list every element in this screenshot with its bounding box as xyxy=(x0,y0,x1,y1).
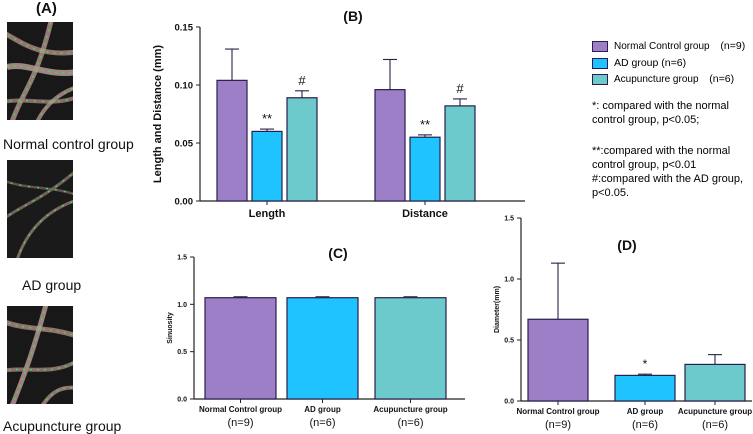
y-tick-label: 0.05 xyxy=(175,138,194,149)
panel-label: (C) xyxy=(328,245,347,261)
legend-swatch-normal xyxy=(592,41,608,52)
y-axis-label: Sinuosity xyxy=(167,312,174,344)
y-tick-label: 1.5 xyxy=(177,254,187,261)
y-tick-label: 0.5 xyxy=(177,349,187,356)
y-tick-label: 0.5 xyxy=(504,337,514,344)
x-tick-label: Normal Control group xyxy=(516,407,599,416)
y-tick-label: 0.0 xyxy=(504,398,514,405)
y-tick-label: 1.5 xyxy=(504,215,514,222)
neuron-trace-image xyxy=(7,306,73,404)
x-tick-n-label: (n=6) xyxy=(702,419,728,431)
legend-swatch-ad xyxy=(592,58,608,69)
bar xyxy=(527,318,589,402)
significance-mark: ** xyxy=(420,117,430,132)
micrograph-acupuncture xyxy=(7,306,73,404)
panel-label: (D) xyxy=(617,237,636,253)
y-axis-label: Diameter(mm) xyxy=(494,286,501,333)
bar xyxy=(216,79,248,202)
y-axis-label: Length and Distance (mm) xyxy=(152,45,164,183)
legend-swatch-acupuncture xyxy=(592,74,608,85)
x-tick-n-label: (n=9) xyxy=(228,417,254,429)
y-tick-label: 1.0 xyxy=(504,276,514,283)
neuron-trace-image xyxy=(7,160,73,258)
x-tick-n-label: (n=9) xyxy=(545,419,571,431)
bar xyxy=(286,97,318,202)
micrograph-normal xyxy=(7,22,73,120)
significance-mark: ** xyxy=(262,111,272,126)
significance-mark: * xyxy=(643,357,648,371)
y-tick-label: 0.00 xyxy=(175,196,194,207)
legend-label: AD group (n=6) xyxy=(614,57,687,69)
x-tick-label: Acupuncture group xyxy=(678,407,752,416)
x-tick-label: AD group xyxy=(627,407,664,416)
significance-note-3: #:compared with the AD group, p<0.05. xyxy=(592,173,744,199)
x-tick-label: Length xyxy=(249,208,286,220)
y-tick-label: 0.0 xyxy=(177,396,187,403)
y-tick-label: 1.0 xyxy=(177,302,187,309)
y-tick-label: 0.10 xyxy=(175,80,194,91)
significance-mark: # xyxy=(298,73,306,88)
micrograph-ad xyxy=(7,160,73,258)
x-tick-n-label: (n=6) xyxy=(398,417,424,429)
x-tick-label: Normal Control group xyxy=(199,405,282,414)
bar xyxy=(374,297,447,400)
caption-ad: AD group xyxy=(22,277,82,293)
bar xyxy=(374,89,406,202)
x-tick-n-label: (n=6) xyxy=(310,417,336,429)
significance-note-2: **:compared with the normal control grou… xyxy=(592,145,731,171)
neuron-trace-image xyxy=(7,22,73,120)
x-tick-label: AD group xyxy=(304,405,341,414)
panel-label: (B) xyxy=(343,8,362,24)
x-tick-label: Acupuncture group xyxy=(373,405,447,414)
y-tick-label: 0.15 xyxy=(175,22,194,33)
legend-n: (n=6) xyxy=(709,73,735,85)
panel-a-label: (A) xyxy=(36,0,57,17)
bar xyxy=(286,297,359,400)
legend-label: Acupuncture group xyxy=(614,74,699,85)
bar xyxy=(251,130,283,202)
caption-normal: Normal control group xyxy=(3,136,134,152)
legend-label: Normal Control group xyxy=(614,41,710,52)
x-tick-n-label: (n=6) xyxy=(632,419,658,431)
bar xyxy=(409,136,441,202)
caption-acupuncture: Acupuncture group xyxy=(3,418,122,434)
significance-mark: # xyxy=(456,81,464,96)
bar xyxy=(444,105,476,202)
legend-n: (n=9) xyxy=(720,40,746,52)
bar xyxy=(204,297,277,400)
significance-note-1: *: compared with the normal control grou… xyxy=(592,100,729,126)
bar xyxy=(614,374,676,402)
x-tick-label: Distance xyxy=(402,208,448,220)
bar xyxy=(684,363,746,402)
